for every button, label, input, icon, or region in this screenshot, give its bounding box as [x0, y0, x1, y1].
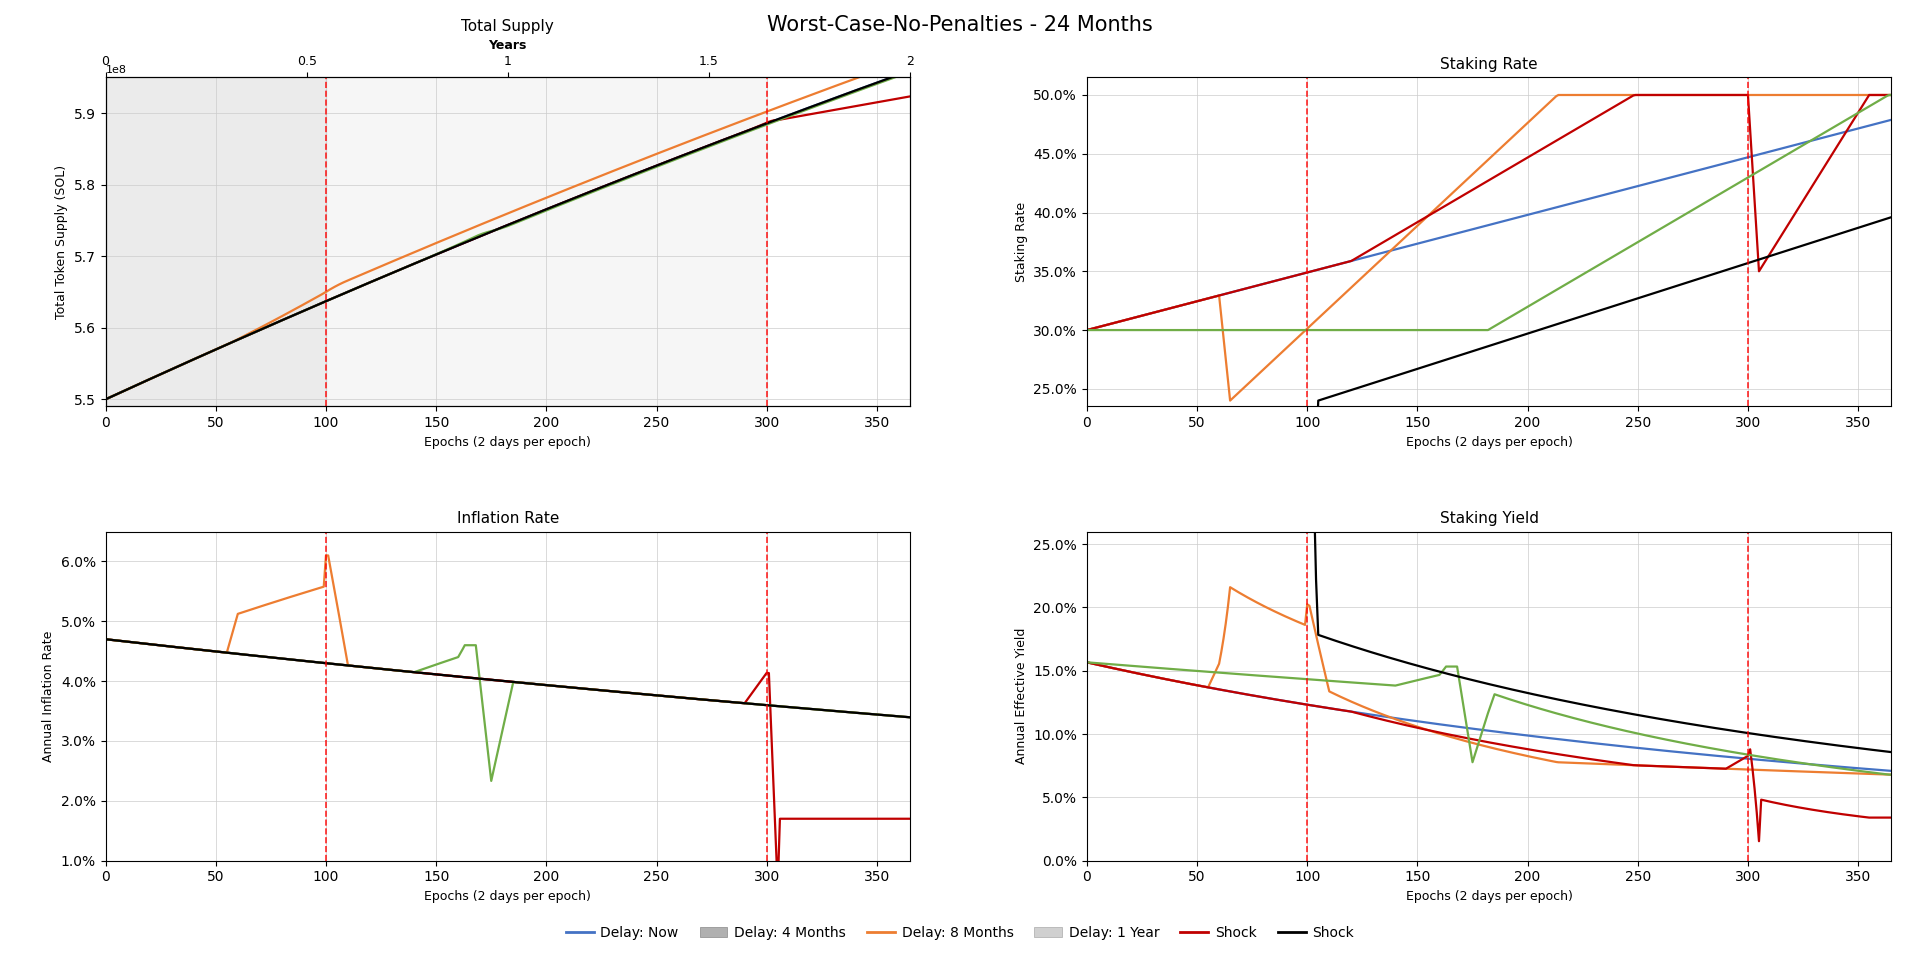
Title: Staking Rate: Staking Rate — [1440, 57, 1538, 72]
X-axis label: Epochs (2 days per epoch): Epochs (2 days per epoch) — [1405, 436, 1572, 449]
Y-axis label: Annual Inflation Rate: Annual Inflation Rate — [42, 630, 56, 762]
X-axis label: Epochs (2 days per epoch): Epochs (2 days per epoch) — [1405, 890, 1572, 903]
Title: Staking Yield: Staking Yield — [1440, 512, 1538, 526]
Bar — [326, 77, 766, 406]
X-axis label: Epochs (2 days per epoch): Epochs (2 days per epoch) — [424, 436, 591, 449]
Y-axis label: Total Token Supply (SOL): Total Token Supply (SOL) — [56, 164, 69, 319]
Bar — [106, 77, 326, 406]
Title: Total Supply: Total Supply — [461, 18, 555, 34]
Legend: Delay: Now, Delay: 4 Months, Delay: 8 Months, Delay: 1 Year, Shock, Shock: Delay: Now, Delay: 4 Months, Delay: 8 Mo… — [561, 921, 1359, 946]
Title: Inflation Rate: Inflation Rate — [457, 512, 559, 526]
X-axis label: Epochs (2 days per epoch): Epochs (2 days per epoch) — [424, 890, 591, 903]
Y-axis label: Staking Rate: Staking Rate — [1016, 202, 1027, 282]
X-axis label: Years: Years — [488, 39, 526, 52]
Text: Worst-Case-No-Penalties - 24 Months: Worst-Case-No-Penalties - 24 Months — [768, 15, 1152, 35]
Y-axis label: Annual Effective Yield: Annual Effective Yield — [1016, 628, 1027, 764]
